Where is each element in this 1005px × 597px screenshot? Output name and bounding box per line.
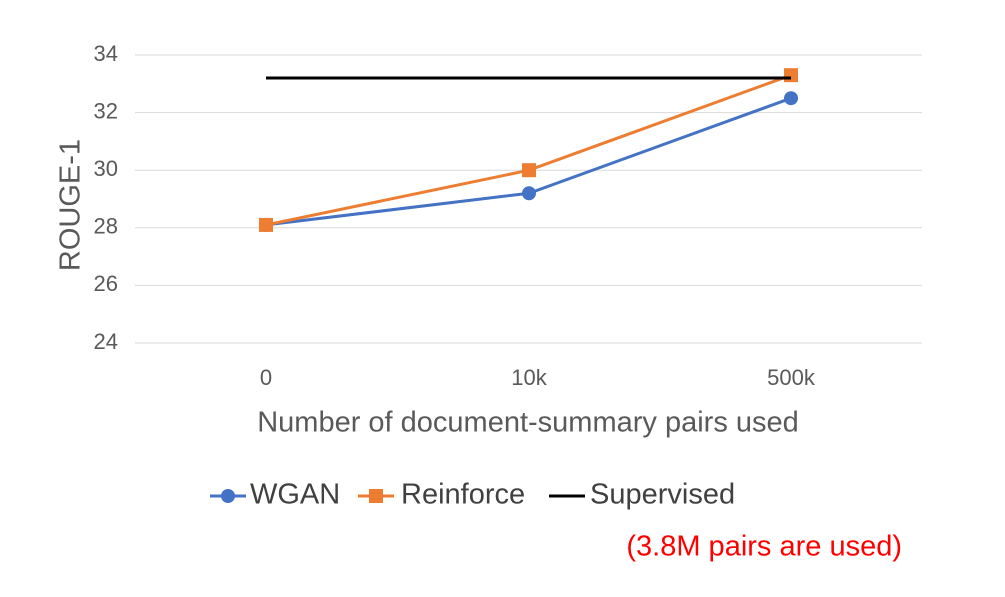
data-point bbox=[784, 91, 798, 106]
y-tick-label: 28 bbox=[94, 214, 118, 239]
legend-item-wgan: WGAN bbox=[210, 479, 340, 511]
y-axis-title: ROUGE-1 bbox=[55, 139, 87, 271]
y-tick-label: 24 bbox=[94, 329, 118, 354]
x-tick-labels: 0 10k 500k bbox=[260, 365, 816, 390]
legend-item-reinforce: Reinforce bbox=[358, 479, 525, 511]
data-point bbox=[522, 163, 536, 178]
series-line bbox=[265, 96, 792, 227]
x-tick-label: 10k bbox=[511, 365, 547, 390]
x-tick-label: 0 bbox=[260, 365, 272, 390]
legend-item-supervised: Supervised bbox=[549, 479, 735, 511]
legend-marker bbox=[369, 489, 383, 503]
supervised-annotation: (3.8M pairs are used) bbox=[626, 531, 902, 563]
data-point bbox=[259, 217, 273, 232]
y-tick-label: 34 bbox=[94, 41, 118, 66]
x-axis-title: Number of document-summary pairs used bbox=[257, 407, 799, 439]
y-tick-label: 26 bbox=[94, 271, 118, 296]
series bbox=[259, 68, 798, 232]
y-tick-label: 32 bbox=[94, 98, 118, 123]
y-tick-label: 30 bbox=[94, 156, 118, 181]
legend: WGAN Reinforce Supervised bbox=[210, 479, 735, 511]
legend-marker bbox=[221, 489, 235, 503]
legend-label: Supervised bbox=[590, 479, 735, 511]
legend-label: Reinforce bbox=[401, 479, 525, 511]
x-tick-label: 500k bbox=[767, 365, 816, 390]
legend-label: WGAN bbox=[250, 479, 340, 511]
series-reinforce bbox=[259, 68, 798, 232]
series-line bbox=[265, 73, 792, 227]
y-tick-labels: 24 26 28 30 32 34 bbox=[94, 41, 118, 354]
data-point bbox=[784, 68, 798, 83]
data-point bbox=[522, 186, 536, 201]
